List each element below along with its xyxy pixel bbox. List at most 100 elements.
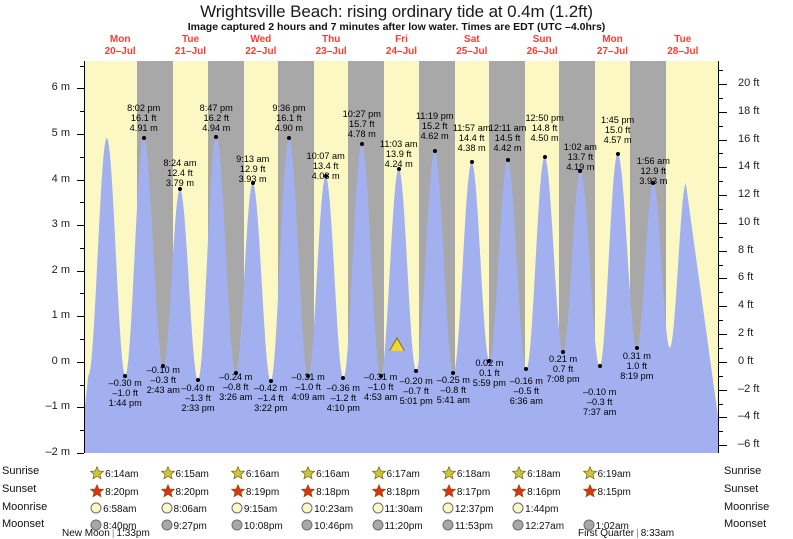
right-axis-tick bbox=[719, 112, 727, 113]
high-tide-time: 12:11 am bbox=[488, 123, 527, 133]
high-tide-point bbox=[359, 141, 364, 146]
sunset-time: 8:18pm bbox=[316, 487, 350, 498]
high-tide-label: 12:50 pm 14.8 ft 4.50 m bbox=[511, 113, 579, 143]
high-tide-label: 9:13 am 12.9 ft 3.93 m bbox=[219, 154, 287, 184]
moon-phase-name: New Moon bbox=[62, 528, 110, 539]
right-axis-tick bbox=[719, 167, 727, 168]
moonrise-event-1: 6:58am bbox=[90, 502, 137, 518]
low-tide-time: 5:41 am bbox=[436, 394, 470, 405]
high-tide-ft: 14.8 ft bbox=[531, 122, 558, 133]
left-axis-label: 0 m bbox=[51, 354, 70, 367]
low-tide-label: –0.31 m –1.0 ft 4:53 am bbox=[347, 372, 415, 402]
sunrise-time: 6:14am bbox=[105, 469, 139, 480]
low-tide-label: 0.31 m 1.0 ft 8:19 pm bbox=[603, 351, 671, 381]
sunset-event-4: 8:18pm bbox=[300, 483, 350, 502]
left-axis-tick bbox=[77, 134, 84, 135]
moonrise-disc-icon bbox=[372, 502, 384, 518]
right-axis-tick bbox=[719, 237, 723, 238]
high-tide-point bbox=[651, 180, 656, 185]
high-tide-ft: 15.7 ft bbox=[349, 118, 375, 129]
day-weekday: Tue bbox=[674, 34, 692, 45]
sunset-event-2: 8:20pm bbox=[160, 483, 209, 502]
low-tide-m: 0.31 m bbox=[622, 351, 651, 361]
sunset-time: 8:19pm bbox=[245, 487, 280, 498]
right-axis-tick bbox=[719, 126, 723, 127]
low-tide-m: 0.21 m bbox=[549, 354, 578, 364]
low-tide-m: –0.10 m bbox=[583, 387, 617, 397]
moonset-event-4: 10:46pm bbox=[301, 519, 353, 535]
sunset-star-icon bbox=[89, 483, 105, 502]
high-tide-m: 3.93 m bbox=[639, 175, 668, 186]
sunset-star-icon bbox=[160, 483, 175, 502]
axis-line bbox=[718, 61, 720, 453]
low-tide-point bbox=[233, 370, 238, 375]
day-header-3: Wed 22–Jul bbox=[216, 34, 306, 57]
sunrise-star-icon bbox=[89, 465, 105, 484]
high-tide-time: 8:24 am bbox=[163, 158, 197, 168]
moon-phase-2: First Quarter | 8:33am bbox=[578, 528, 674, 539]
right-axis-tick bbox=[719, 445, 727, 446]
low-tide-time: 5:01 pm bbox=[399, 395, 433, 406]
moonset-disc-icon bbox=[90, 519, 102, 535]
low-tide-point bbox=[634, 345, 639, 350]
moon-phase-name: First Quarter bbox=[578, 528, 635, 539]
low-tide-point bbox=[341, 376, 346, 381]
sunrise-star-icon bbox=[441, 465, 457, 484]
day-header-6: Sat 25–Jul bbox=[427, 34, 517, 57]
sunrise-star-icon bbox=[371, 465, 386, 484]
right-axis-label: 14 ft bbox=[738, 160, 760, 173]
moonrise-time: 10:23am bbox=[314, 504, 354, 515]
sunset-time: 8:18pm bbox=[386, 487, 420, 498]
high-tide-time: 9:36 pm bbox=[272, 103, 306, 113]
low-tide-label: –0.16 m –0.5 ft 6:36 am bbox=[492, 376, 560, 406]
day-header-7: Sun 26–Jul bbox=[497, 34, 587, 57]
low-tide-label: –0.25 m –0.8 ft 5:41 am bbox=[419, 375, 487, 405]
right-axis-tick bbox=[719, 417, 727, 418]
sunrise-star-icon bbox=[300, 465, 316, 484]
sunset-event-3: 8:19pm bbox=[230, 483, 280, 502]
high-tide-m: 4.90 m bbox=[274, 122, 303, 133]
low-tide-point bbox=[161, 364, 166, 369]
day-date: 21–Jul bbox=[174, 45, 207, 57]
low-tide-ft: –1.0 ft bbox=[112, 387, 138, 398]
low-tide-m: –0.24 m bbox=[219, 372, 253, 382]
right-axis-tick bbox=[719, 320, 723, 321]
moonrise-disc-icon bbox=[231, 502, 243, 518]
sunrise-time: 6:19am bbox=[597, 469, 631, 480]
moon-phase-separator: | bbox=[636, 528, 639, 539]
low-tide-m: –0.25 m bbox=[436, 375, 470, 385]
moon-phase-time: 8:33am bbox=[640, 528, 675, 539]
high-tide-time: 1:56 am bbox=[636, 156, 670, 166]
moonset-event-3: 10:08pm bbox=[231, 519, 283, 535]
high-tide-time: 10:07 am bbox=[306, 151, 345, 161]
low-tide-ft: –1.0 ft bbox=[367, 381, 394, 392]
day-header-9: Tue 28–Jul bbox=[638, 34, 728, 57]
moonrise-time: 9:15am bbox=[243, 504, 278, 515]
right-axis-tick bbox=[719, 334, 727, 335]
low-tide-m: –0.31 m bbox=[291, 372, 325, 382]
moon-phase-separator: | bbox=[111, 528, 115, 539]
moonrise-disc-icon bbox=[90, 502, 102, 518]
low-tide-ft: 0.7 ft bbox=[552, 363, 574, 374]
high-tide-time: 1:02 am bbox=[563, 142, 597, 152]
high-tide-ft: 16.2 ft bbox=[203, 112, 229, 123]
sunrise-event-3: 6:16am bbox=[230, 465, 279, 484]
right-axis-tick bbox=[719, 223, 727, 224]
high-tide-m: 4.38 m bbox=[457, 142, 486, 153]
high-tide-point bbox=[396, 166, 401, 171]
right-axis-tick bbox=[719, 362, 727, 363]
low-tide-point bbox=[597, 364, 602, 369]
row-label-sunset-r: Sunset bbox=[724, 483, 759, 495]
moonset-disc-icon bbox=[372, 519, 384, 535]
right-axis-tick bbox=[719, 84, 727, 85]
right-axis-label: 8 ft bbox=[738, 243, 754, 256]
high-tide-point bbox=[214, 134, 219, 139]
high-tide-ft: 16.1 ft bbox=[276, 112, 302, 123]
low-tide-ft: –1.4 ft bbox=[257, 392, 284, 403]
moonrise-event-2: 8:06am bbox=[161, 502, 207, 518]
right-axis-label: 20 ft bbox=[738, 76, 760, 89]
day-header-8: Mon 27–Jul bbox=[568, 34, 658, 57]
low-tide-m: –0.36 m bbox=[326, 383, 360, 393]
day-weekday: Sat bbox=[464, 34, 480, 45]
